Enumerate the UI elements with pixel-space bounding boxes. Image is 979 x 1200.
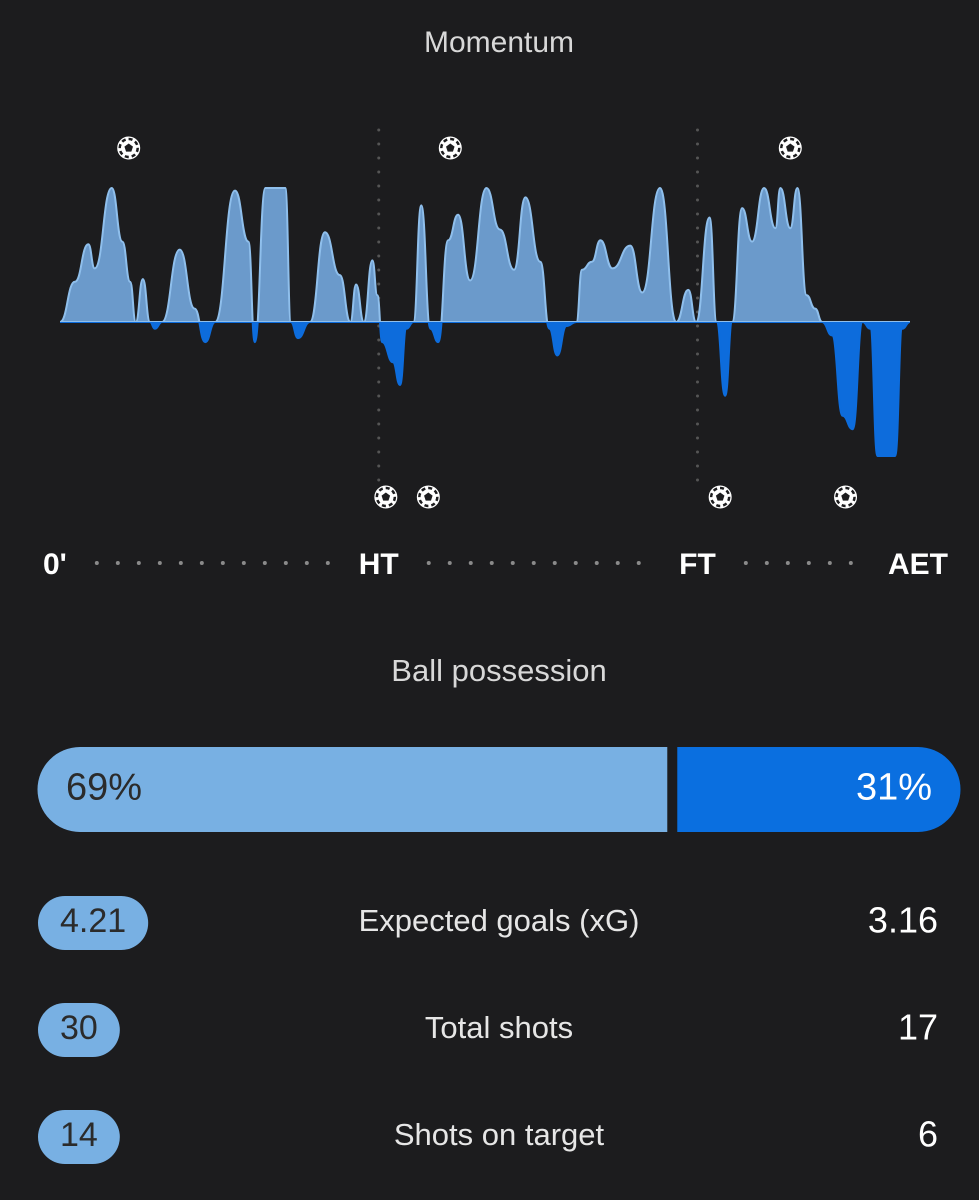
momentum-area-positive — [59, 186, 910, 322]
goal-icon — [833, 484, 859, 510]
stat-name: Total shots — [425, 1010, 573, 1045]
timeline-dot — [489, 561, 494, 565]
timeline-dot — [468, 561, 473, 565]
ball-pattern — [841, 492, 850, 501]
ball-pattern — [424, 492, 433, 501]
timeline-dot — [848, 561, 853, 565]
away-stat-value: 17 — [898, 1007, 938, 1048]
ball-ring — [418, 486, 439, 508]
home-stat-pill — [38, 896, 149, 950]
timeline-label: 0' — [43, 548, 67, 581]
timeline-dot — [785, 561, 790, 565]
home-stat-value: 30 — [60, 1009, 98, 1047]
ball-ring — [835, 486, 856, 508]
timeline-dot — [115, 561, 120, 565]
timeline-dot — [220, 561, 225, 565]
stat-name: Shots on target — [394, 1117, 605, 1152]
ball-pattern — [715, 492, 725, 501]
possession-home-label: 69% — [66, 767, 142, 809]
timeline-dot — [531, 561, 536, 565]
timeline-dot — [426, 561, 431, 565]
timeline-label: FT — [679, 548, 716, 581]
ball-ring — [709, 486, 731, 508]
timeline-dot — [743, 561, 748, 565]
ball-pattern — [381, 492, 391, 501]
timeline-dot — [827, 561, 832, 565]
timeline-dot — [136, 561, 141, 565]
home-stat-pill — [38, 1110, 120, 1164]
timeline-dot — [447, 561, 452, 565]
timeline-label: AET — [888, 548, 948, 581]
momentum-title: Momentum — [424, 26, 574, 59]
away-stat-value: 6 — [918, 1114, 938, 1155]
timeline-dot — [552, 561, 557, 565]
ball-ring — [375, 486, 397, 508]
momentum-area-negative — [60, 322, 911, 457]
timeline-dot — [241, 561, 246, 565]
timeline-dot — [573, 561, 578, 565]
possession-away-label: 31% — [856, 767, 932, 809]
ball-ring — [440, 137, 461, 159]
home-stat-value: 14 — [60, 1116, 98, 1154]
ball-ring — [780, 137, 801, 159]
home-stat-value: 4.21 — [60, 902, 126, 940]
home-stat-pill — [38, 1003, 120, 1057]
timeline-dot — [178, 561, 183, 565]
timeline-dot — [283, 561, 288, 565]
ball-pattern — [124, 143, 133, 152]
timeline-dot — [157, 561, 162, 565]
goal-icon — [437, 135, 463, 161]
ball-pattern — [786, 143, 795, 152]
stat-name: Expected goals (xG) — [359, 903, 640, 938]
timeline-dot — [510, 561, 515, 565]
possession-title: Ball possession — [391, 653, 606, 688]
ball-ring — [118, 137, 139, 159]
goal-icon — [116, 135, 142, 161]
timeline-dot — [325, 561, 330, 565]
timeline-dot — [764, 561, 769, 565]
possession-away — [677, 747, 961, 832]
timeline-dot — [304, 561, 309, 565]
timeline-dot — [262, 561, 267, 565]
timeline-dot — [806, 561, 811, 565]
timeline-dot — [199, 561, 204, 565]
ball-pattern — [446, 143, 455, 152]
possession-home — [37, 747, 668, 832]
timeline-label: HT — [359, 548, 399, 581]
timeline-dot — [594, 561, 599, 565]
goal-icon — [707, 484, 733, 510]
goal-icon — [415, 484, 441, 510]
timeline-dot — [94, 561, 99, 565]
away-stat-value: 3.16 — [868, 900, 938, 941]
goal-icon — [777, 135, 803, 161]
timeline-dot — [615, 561, 620, 565]
timeline-dot — [636, 561, 641, 565]
goal-icon — [373, 484, 399, 510]
